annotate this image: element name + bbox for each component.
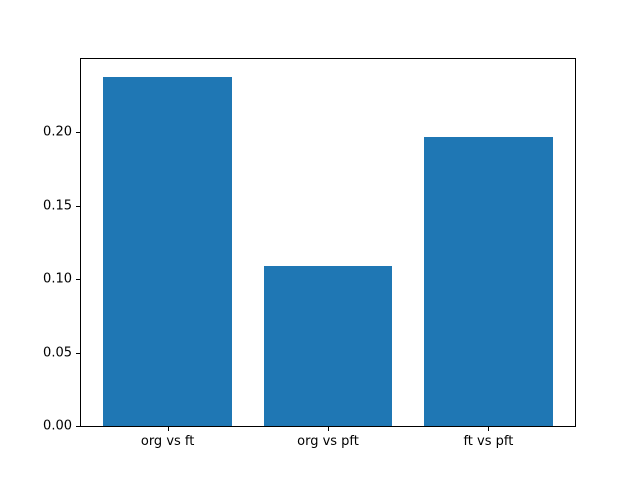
bar-ft-vs-pft [424, 136, 553, 426]
bar-org-vs-ft [103, 76, 232, 426]
x-tick-label: ft vs pft [463, 434, 514, 449]
y-tick-mark [76, 279, 80, 281]
y-tick-label: 0.20 [43, 124, 72, 140]
y-tick-mark [76, 352, 80, 354]
x-tick-label: org vs pft [297, 434, 359, 449]
y-tick-label: 0.00 [43, 418, 72, 434]
y-tick-mark [76, 205, 80, 207]
y-tick-label: 0.05 [43, 345, 72, 361]
x-tick-mark [328, 427, 329, 431]
x-tick-mark [488, 427, 490, 431]
y-tick-label: 0.10 [43, 271, 72, 287]
y-tick-mark [76, 132, 80, 134]
y-tick-mark [76, 426, 80, 427]
x-tick-label: org vs ft [140, 434, 195, 449]
x-tick-mark [167, 427, 169, 431]
bar-org-vs-pft [263, 265, 393, 426]
y-tick-label: 0.15 [43, 198, 72, 214]
plot-area [80, 58, 576, 427]
